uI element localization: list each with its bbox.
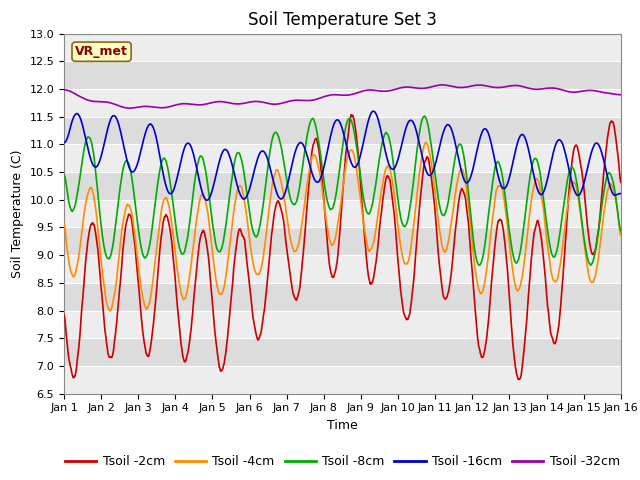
Tsoil -16cm: [378, 131, 385, 137]
Tsoil -4cm: [126, 204, 134, 210]
Tsoil -32cm: [438, 82, 446, 88]
Tsoil -32cm: [378, 88, 385, 94]
Tsoil -8cm: [318, 161, 326, 167]
Tsoil -2cm: [617, 180, 625, 185]
Tsoil -2cm: [103, 343, 111, 349]
Line: Tsoil -2cm: Tsoil -2cm: [64, 115, 621, 380]
Tsoil -32cm: [318, 95, 326, 100]
Tsoil -8cm: [60, 172, 68, 178]
Tsoil -2cm: [60, 312, 68, 317]
Tsoil -4cm: [617, 232, 625, 238]
Tsoil -16cm: [617, 191, 625, 196]
Tsoil -4cm: [378, 189, 385, 194]
Bar: [64, 34, 621, 61]
Tsoil -2cm: [126, 212, 134, 217]
Tsoil -8cm: [617, 228, 625, 234]
Bar: [64, 144, 621, 172]
Tsoil -16cm: [369, 108, 377, 114]
Tsoil -8cm: [103, 255, 111, 261]
Tsoil -16cm: [308, 170, 316, 176]
Tsoil -2cm: [348, 112, 355, 118]
Tsoil -32cm: [308, 97, 316, 103]
Bar: [64, 200, 621, 228]
Line: Tsoil -4cm: Tsoil -4cm: [64, 143, 621, 311]
Tsoil -32cm: [297, 97, 305, 103]
Tsoil -2cm: [296, 281, 304, 287]
Tsoil -32cm: [617, 92, 625, 97]
Tsoil -32cm: [60, 87, 68, 93]
Tsoil -2cm: [515, 377, 522, 383]
Tsoil -4cm: [106, 308, 114, 314]
Line: Tsoil -16cm: Tsoil -16cm: [64, 111, 621, 200]
Tsoil -4cm: [60, 221, 68, 227]
Tsoil -16cm: [203, 197, 211, 203]
Tsoil -8cm: [126, 164, 134, 170]
Tsoil -32cm: [127, 105, 134, 111]
Tsoil -8cm: [377, 147, 385, 153]
Tsoil -32cm: [126, 105, 134, 111]
Tsoil -16cm: [297, 140, 305, 145]
Tsoil -4cm: [422, 140, 429, 145]
Bar: [64, 255, 621, 283]
Tsoil -16cm: [126, 166, 134, 172]
Tsoil -2cm: [318, 173, 326, 179]
Tsoil -8cm: [476, 263, 483, 268]
Tsoil -8cm: [308, 116, 316, 122]
X-axis label: Time: Time: [327, 419, 358, 432]
Line: Tsoil -8cm: Tsoil -8cm: [64, 116, 621, 265]
Tsoil -16cm: [60, 140, 68, 145]
Tsoil -32cm: [103, 99, 111, 105]
Tsoil -4cm: [297, 230, 305, 236]
Tsoil -4cm: [318, 186, 326, 192]
Tsoil -4cm: [308, 155, 316, 160]
Bar: [64, 89, 621, 117]
Bar: [64, 311, 621, 338]
Tsoil -8cm: [420, 113, 428, 119]
Tsoil -16cm: [103, 128, 111, 134]
Tsoil -2cm: [378, 211, 385, 217]
Y-axis label: Soil Temperature (C): Soil Temperature (C): [11, 149, 24, 278]
Tsoil -2cm: [308, 150, 316, 156]
Line: Tsoil -32cm: Tsoil -32cm: [64, 85, 621, 108]
Tsoil -4cm: [103, 302, 111, 308]
Title: Soil Temperature Set 3: Soil Temperature Set 3: [248, 11, 437, 29]
Legend: Tsoil -2cm, Tsoil -4cm, Tsoil -8cm, Tsoil -16cm, Tsoil -32cm: Tsoil -2cm, Tsoil -4cm, Tsoil -8cm, Tsoi…: [60, 450, 625, 473]
Tsoil -16cm: [318, 171, 326, 177]
Bar: [64, 366, 621, 394]
Text: VR_met: VR_met: [75, 45, 128, 58]
Tsoil -8cm: [296, 180, 304, 185]
